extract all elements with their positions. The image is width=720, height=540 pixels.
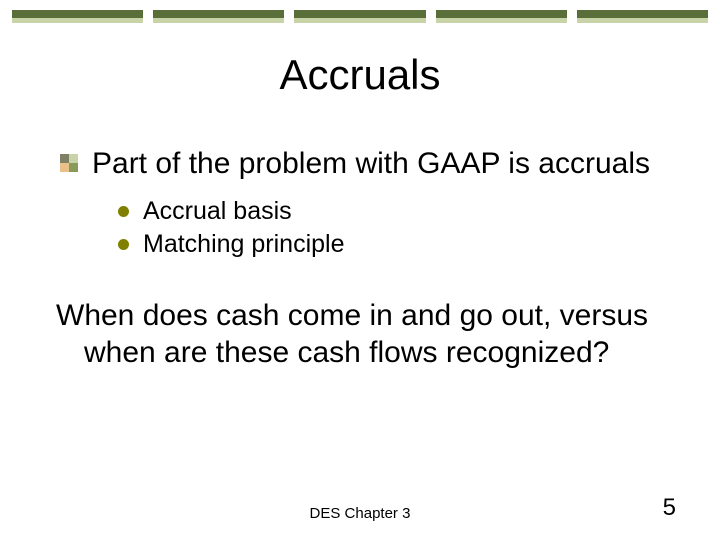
top-accent-bars: [0, 0, 720, 23]
sub-bullet-text: Accrual basis: [143, 197, 292, 226]
main-bullet-row: Part of the problem with GAAP is accrual…: [60, 145, 670, 183]
slide-title: Accruals: [0, 51, 720, 99]
dot-bullet-icon: [118, 239, 129, 250]
sub-bullet-list: Accrual basis Matching principle: [118, 197, 670, 259]
accent-bar: [294, 10, 425, 23]
square-bullet-icon: [60, 154, 78, 172]
content-area: Part of the problem with GAAP is accrual…: [0, 145, 720, 259]
accent-bar: [577, 10, 708, 23]
sub-bullet-row: Matching principle: [118, 230, 670, 259]
dot-bullet-icon: [118, 206, 129, 217]
footer-text: DES Chapter 3: [310, 505, 411, 522]
main-bullet-text: Part of the problem with GAAP is accrual…: [92, 145, 650, 183]
body-paragraph: When does cash come in and go out, versu…: [28, 297, 720, 372]
footer: DES Chapter 3 5: [0, 505, 720, 522]
sub-bullet-row: Accrual basis: [118, 197, 670, 226]
accent-bar: [12, 10, 143, 23]
accent-bar: [436, 10, 567, 23]
sub-bullet-text: Matching principle: [143, 230, 345, 259]
accent-bar: [153, 10, 284, 23]
page-number: 5: [663, 494, 676, 522]
